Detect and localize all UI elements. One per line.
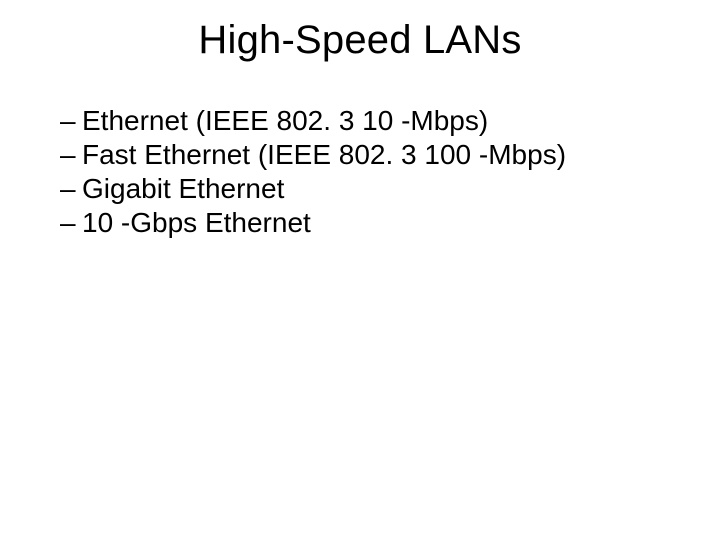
bullet-list: – Ethernet (IEEE 802. 3 10 -Mbps) – Fast…: [60, 104, 680, 241]
bullet-dash-icon: –: [60, 104, 82, 138]
bullet-text: Gigabit Ethernet: [82, 172, 284, 206]
bullet-dash-icon: –: [60, 172, 82, 206]
list-item: – 10 -Gbps Ethernet: [60, 206, 680, 240]
slide: High-Speed LANs – Ethernet (IEEE 802. 3 …: [0, 0, 720, 540]
list-item: – Gigabit Ethernet: [60, 172, 680, 206]
list-item: – Ethernet (IEEE 802. 3 10 -Mbps): [60, 104, 680, 138]
list-item: – Fast Ethernet (IEEE 802. 3 100 -Mbps): [60, 138, 680, 172]
bullet-dash-icon: –: [60, 206, 82, 240]
slide-title: High-Speed LANs: [0, 0, 720, 63]
bullet-text: Ethernet (IEEE 802. 3 10 -Mbps): [82, 104, 488, 138]
bullet-text: Fast Ethernet (IEEE 802. 3 100 -Mbps): [82, 138, 566, 172]
bullet-text: 10 -Gbps Ethernet: [82, 206, 311, 240]
bullet-dash-icon: –: [60, 138, 82, 172]
